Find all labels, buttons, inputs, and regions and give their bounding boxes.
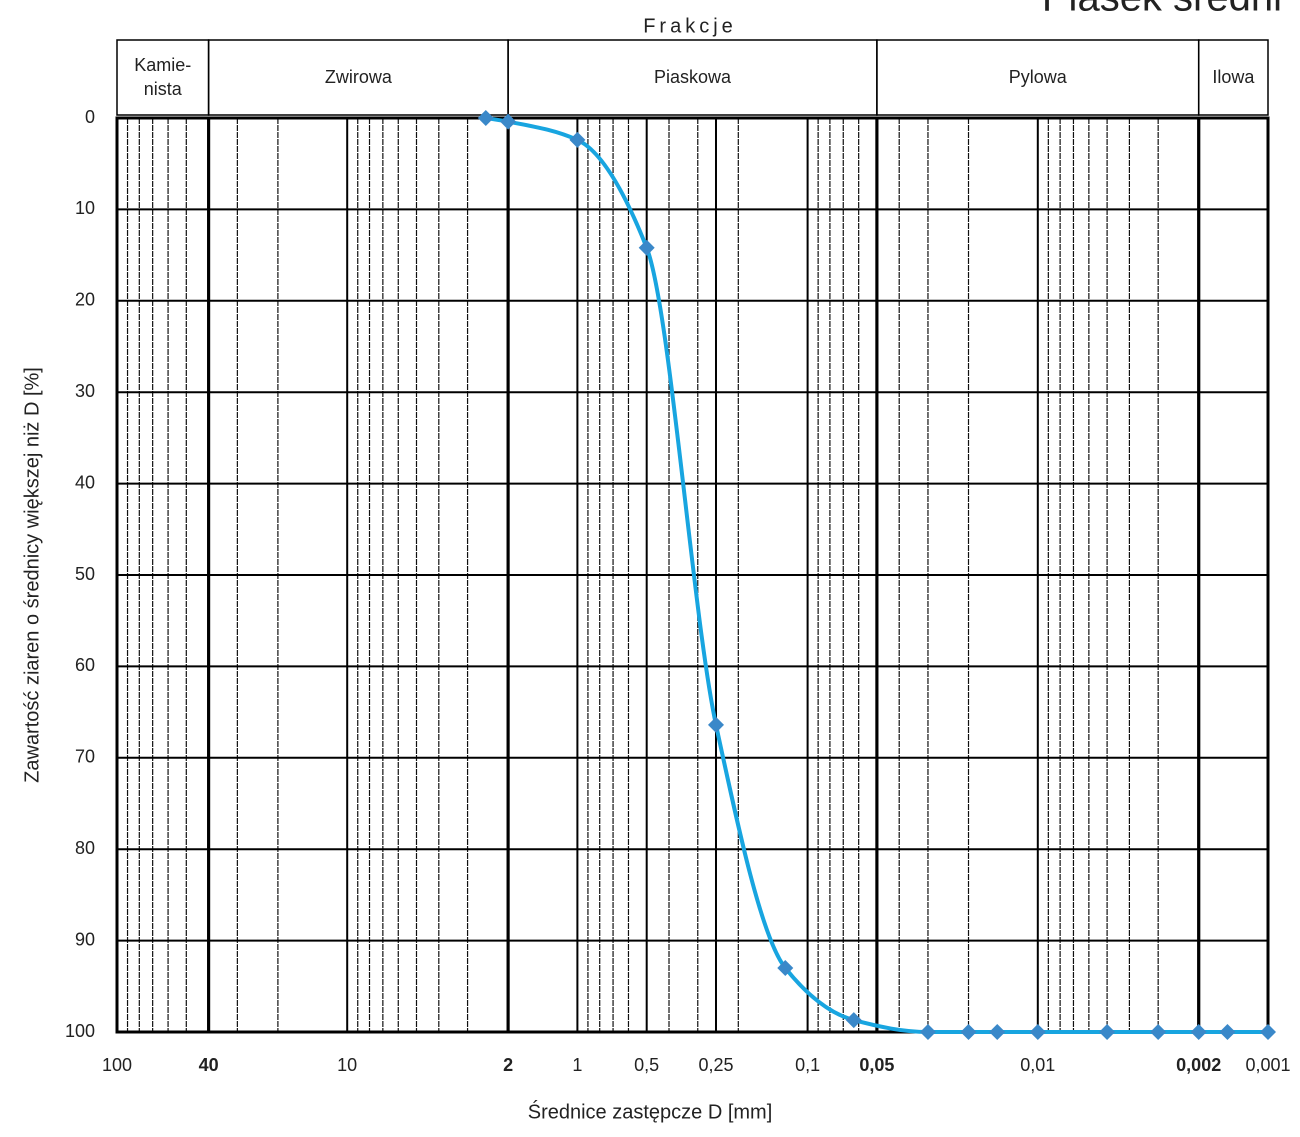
y-tick-label: 40 xyxy=(75,472,95,492)
x-tick-label: 100 xyxy=(102,1055,132,1075)
plot-frame xyxy=(115,116,1270,1034)
y-tick-label: 90 xyxy=(75,929,95,949)
x-tick-label: 2 xyxy=(503,1055,513,1075)
header-title: Frakcje xyxy=(643,15,737,37)
y-axis-label: Zawartość ziaren o średnicy większej niż… xyxy=(21,367,43,783)
data-point xyxy=(569,131,586,148)
fraction-label: nista xyxy=(144,79,183,99)
x-tick-label: 40 xyxy=(199,1055,219,1075)
y-tick-label: 60 xyxy=(75,655,95,675)
fraction-box xyxy=(1197,39,1269,116)
y-tick-label: 30 xyxy=(75,381,95,401)
data-point xyxy=(960,1024,977,1040)
x-tick-label: 0,002 xyxy=(1176,1055,1221,1075)
fraction-label: Piaskowa xyxy=(654,67,732,87)
x-axis-label: Średnice zastępcze D [mm] xyxy=(528,1099,773,1123)
y-tick-label: 80 xyxy=(75,838,95,858)
x-tick-label: 0,001 xyxy=(1245,1055,1290,1075)
data-point xyxy=(707,716,724,733)
fraction-label: Ilowa xyxy=(1212,67,1255,87)
data-point xyxy=(777,960,794,977)
data-point xyxy=(1029,1024,1046,1040)
fraction-label: Zwirowa xyxy=(325,67,393,87)
data-point xyxy=(1219,1024,1236,1040)
data-point xyxy=(1190,1024,1207,1040)
y-tick-label: 0 xyxy=(85,107,95,127)
x-tick-label: 1 xyxy=(572,1055,582,1075)
x-tick-label: 0,05 xyxy=(859,1055,894,1075)
data-point xyxy=(638,239,655,256)
data-point xyxy=(477,110,494,126)
x-tick-label: 0,01 xyxy=(1020,1055,1055,1075)
y-tick-label: 20 xyxy=(75,290,95,310)
data-point xyxy=(1099,1024,1116,1040)
fraction-label: Pylowa xyxy=(1009,67,1068,87)
y-tick-label: 100 xyxy=(65,1021,95,1041)
data-point xyxy=(500,113,517,130)
y-tick-label: 70 xyxy=(75,747,95,767)
data-point xyxy=(919,1024,936,1040)
y-tick-label: 10 xyxy=(75,198,95,218)
data-point xyxy=(1150,1024,1167,1040)
y-tick-label: 50 xyxy=(75,564,95,584)
fraction-label: Kamie- xyxy=(134,55,191,75)
x-tick-label: 0,25 xyxy=(698,1055,733,1075)
data-point xyxy=(1260,1024,1276,1040)
chart-title: Piasek średni xyxy=(1042,0,1282,20)
x-tick-label: 0,5 xyxy=(634,1055,659,1075)
x-tick-label: 10 xyxy=(337,1055,357,1075)
data-point xyxy=(845,1012,862,1029)
data-point xyxy=(989,1024,1006,1040)
x-tick-label: 0,1 xyxy=(795,1055,820,1075)
